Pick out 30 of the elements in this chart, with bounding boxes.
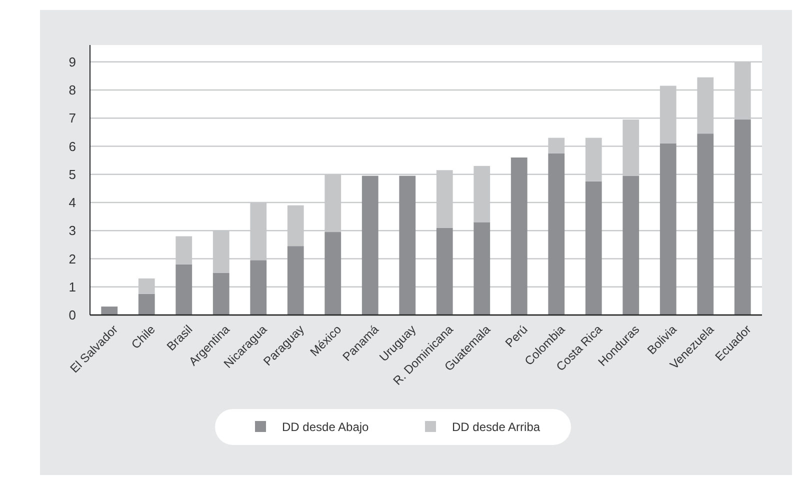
bar — [548, 153, 565, 315]
bar — [212, 272, 230, 315]
y-tick-label: 7 — [68, 110, 76, 126]
bar — [362, 176, 378, 315]
y-tick-label: 2 — [68, 251, 76, 266]
bar — [436, 228, 453, 315]
y-tick-label: 9 — [68, 54, 76, 70]
y-tick-label: 0 — [68, 308, 76, 323]
legend-label: DD desde Abajo — [282, 420, 370, 434]
bar — [510, 158, 528, 315]
bar — [176, 264, 192, 315]
y-tick-label: 8 — [68, 82, 76, 98]
bar — [101, 306, 118, 315]
bar — [660, 143, 676, 315]
bar — [399, 176, 416, 315]
bar — [138, 294, 155, 315]
y-tick-label: 3 — [68, 223, 76, 238]
bar — [622, 176, 640, 315]
y-tick-label: 1 — [68, 279, 76, 294]
y-tick-label: 4 — [68, 195, 76, 210]
bar — [324, 232, 342, 315]
y-tick-label: 5 — [68, 166, 76, 182]
y-tick-label: 6 — [68, 138, 76, 154]
bar — [585, 181, 602, 315]
bar — [734, 120, 751, 315]
bar — [250, 260, 267, 315]
bar — [474, 222, 490, 315]
bar — [697, 134, 714, 315]
bar — [287, 246, 304, 315]
legend-label: DD desde Arriba — [452, 420, 540, 434]
